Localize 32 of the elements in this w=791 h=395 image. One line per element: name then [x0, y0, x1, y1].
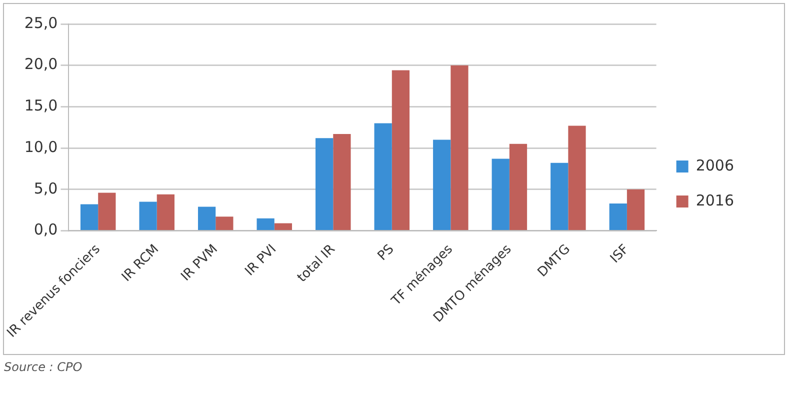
- bar: [98, 192, 116, 230]
- bar: [609, 203, 627, 230]
- bar: [216, 216, 234, 230]
- bar: [156, 194, 174, 230]
- y-tick-label: 0,0: [34, 220, 58, 239]
- bar: [433, 140, 451, 230]
- bar: [256, 218, 274, 230]
- x-tick-label: PS: [375, 242, 398, 264]
- bar: [374, 123, 392, 230]
- bar: [509, 144, 528, 230]
- bar: [550, 162, 568, 230]
- bar: [568, 126, 586, 230]
- bar: [139, 202, 157, 230]
- y-tick-label: 10,0: [24, 138, 58, 156]
- bar: [492, 158, 510, 230]
- bar: [316, 138, 334, 230]
- y-tick-label: 20,0: [24, 55, 58, 74]
- bar: [392, 70, 410, 230]
- bar: [333, 134, 351, 230]
- bar: [198, 206, 216, 230]
- bar: [80, 204, 98, 230]
- bar: [274, 223, 292, 230]
- source-note: Source : CPO: [4, 360, 82, 374]
- bar: [626, 189, 645, 230]
- y-tick-label: 5,0: [34, 179, 58, 198]
- y-tick-label: 15,0: [24, 96, 58, 115]
- legend-label: 2006: [696, 156, 734, 174]
- bar: [450, 65, 468, 230]
- legend-label: 2016: [696, 191, 734, 210]
- x-tick-label: ISF: [608, 242, 632, 266]
- y-tick-label: 25,0: [24, 14, 58, 32]
- x-tick-label: IR PVI: [242, 242, 280, 280]
